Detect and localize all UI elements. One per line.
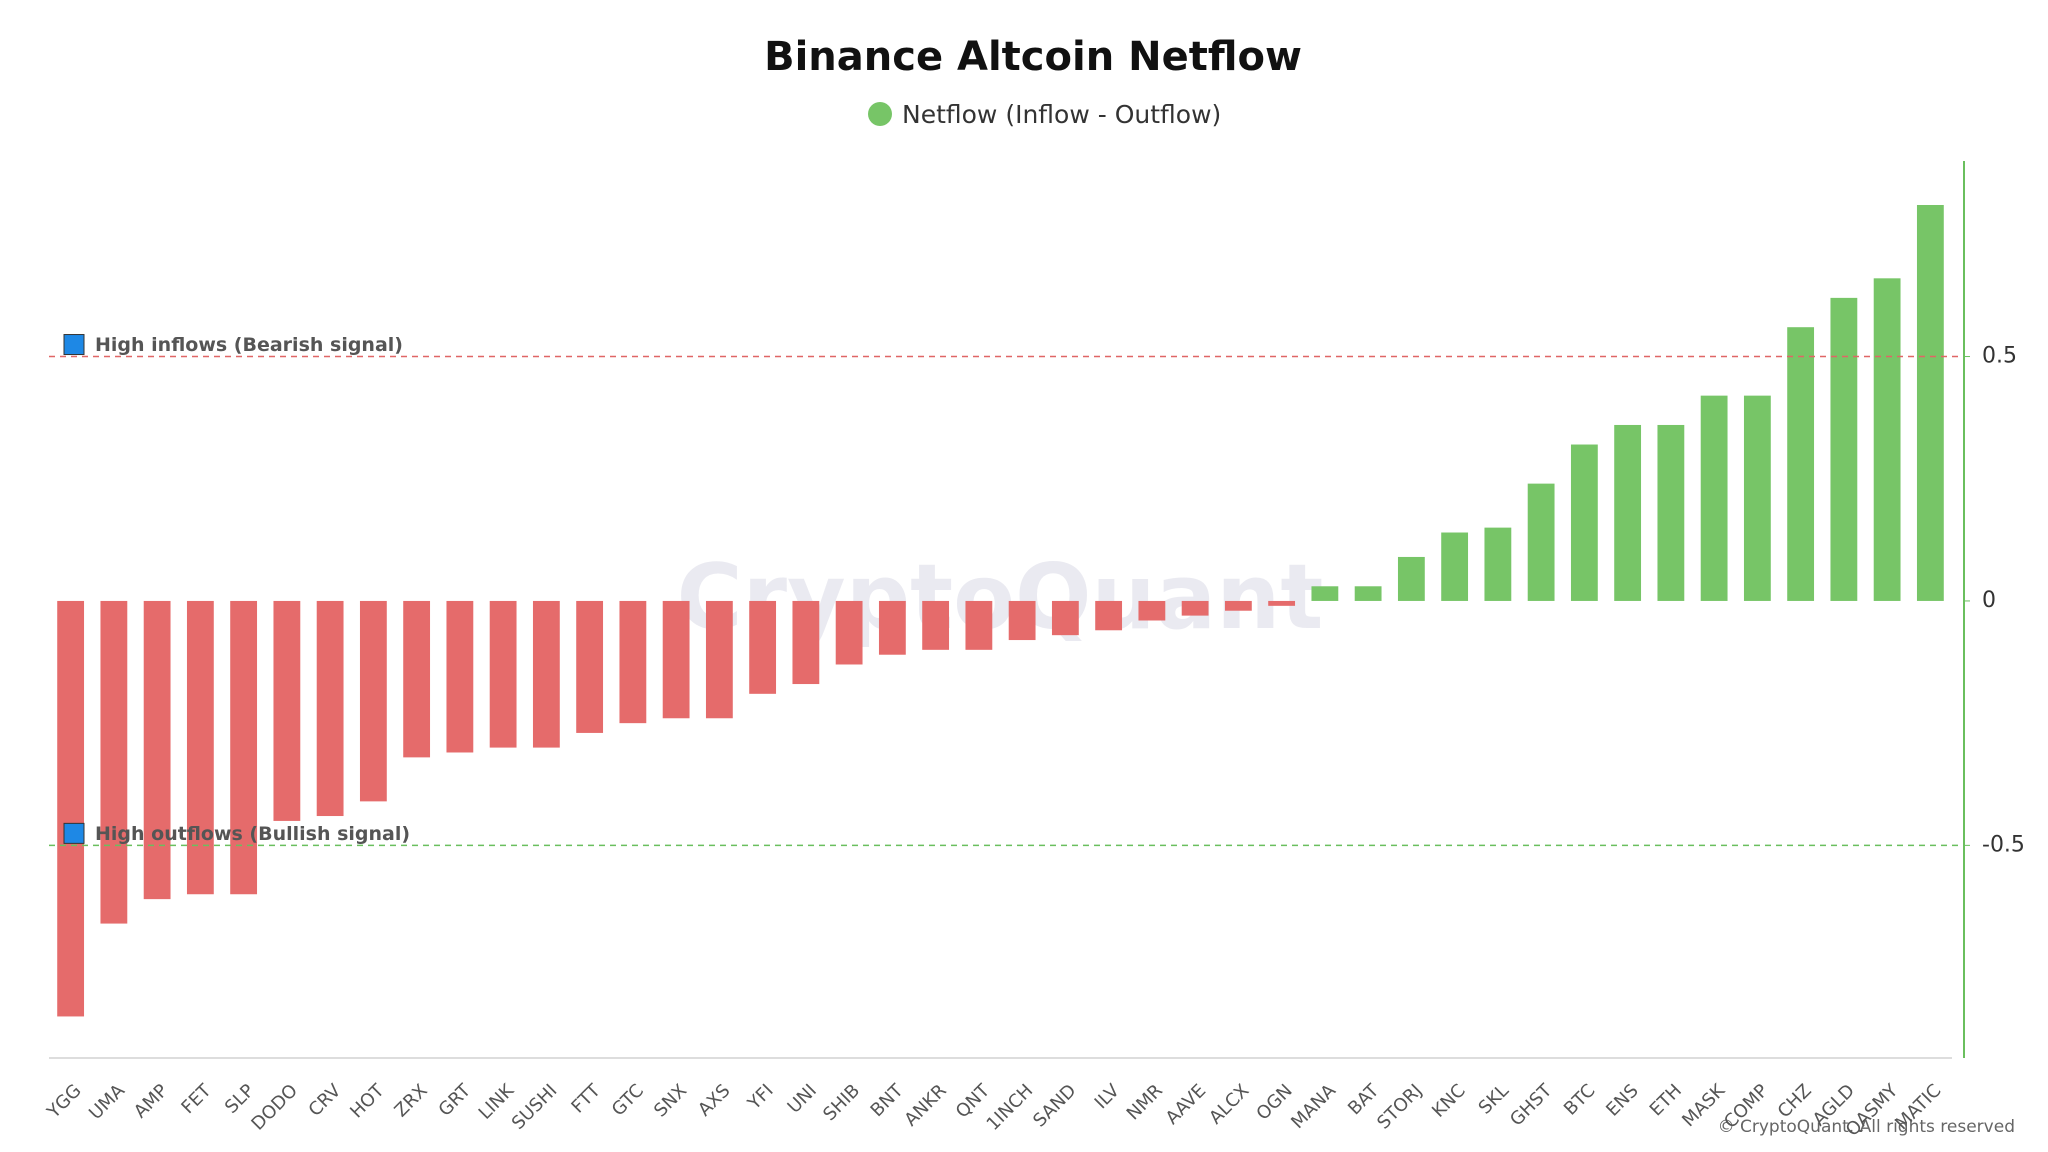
bar <box>1830 297 1858 601</box>
bar <box>143 600 171 900</box>
x-tick-label: ENS <box>1602 1080 1642 1120</box>
bar <box>100 600 128 924</box>
bar <box>1657 424 1685 601</box>
bar <box>446 600 474 753</box>
x-tick-label: YGG <box>43 1080 86 1123</box>
bar <box>1224 600 1252 611</box>
x-tick-label: SHIB <box>819 1080 864 1125</box>
bar <box>1873 278 1901 601</box>
x-tick-label: CRV <box>305 1080 346 1121</box>
watermark: CryptoQuant <box>677 545 1324 650</box>
bar <box>1484 527 1512 601</box>
bar <box>619 600 647 724</box>
y-tick-label: -0.5 <box>1982 832 2025 857</box>
bar <box>532 600 560 748</box>
x-tick-label: ILV <box>1091 1080 1124 1113</box>
bar <box>965 600 993 650</box>
footer: © CryptoQuant. All rights reserved <box>1718 1117 2015 1137</box>
x-tick-label: SNX <box>650 1080 691 1121</box>
x-tick-label: AAVE <box>1162 1080 1211 1129</box>
x-tick-label: SAND <box>1029 1080 1080 1131</box>
x-tick-label: ZRX <box>391 1080 432 1121</box>
x-tick-label: UNI <box>784 1080 821 1117</box>
annotation-icon <box>63 822 85 844</box>
bar <box>705 600 733 719</box>
bar <box>878 600 906 655</box>
x-tick-label: DODO <box>247 1080 301 1134</box>
bar <box>1916 204 1944 601</box>
bar <box>359 600 387 802</box>
bar <box>489 600 517 748</box>
bar <box>1441 532 1469 601</box>
bar <box>1700 395 1728 601</box>
x-tick-label: BTC <box>1560 1080 1599 1119</box>
x-tick-label: GHST <box>1506 1080 1557 1131</box>
bar <box>1008 600 1036 641</box>
legend-label: Netflow (Inflow - Outflow) <box>902 100 1221 129</box>
x-tick-label: HOT <box>346 1080 389 1123</box>
x-tick-label: ANKR <box>900 1080 950 1130</box>
x-tick-label: KNC <box>1428 1080 1470 1122</box>
x-tick-label: GTC <box>608 1080 648 1120</box>
bar <box>922 600 950 650</box>
x-tick-label: FET <box>177 1080 216 1119</box>
x-tick-label: MANA <box>1287 1080 1340 1133</box>
bar <box>1787 327 1815 601</box>
bar <box>1268 600 1296 606</box>
bar <box>1311 586 1339 601</box>
legend-swatch <box>868 102 892 126</box>
x-tick-label: STORJ <box>1373 1080 1426 1133</box>
bar <box>835 600 863 665</box>
annotation-label: High outflows (Bullish signal) <box>95 823 410 845</box>
bar <box>230 600 258 895</box>
x-tick-label: SUSHI <box>508 1080 562 1134</box>
x-tick-label: GRT <box>435 1080 476 1121</box>
bar <box>1181 600 1209 616</box>
chart-title: Binance Altcoin Netflow <box>764 34 1302 80</box>
annotation-label: High inflows (Bearish signal) <box>95 334 403 356</box>
y-tick-label: 0.5 <box>1982 344 2017 369</box>
bar <box>792 600 820 685</box>
y-tick-label: 0 <box>1982 588 1996 613</box>
bar <box>57 600 85 1017</box>
bar <box>1051 600 1079 636</box>
bar <box>1397 556 1425 601</box>
x-tick-label: SKL <box>1475 1080 1513 1118</box>
bar <box>1743 395 1771 601</box>
bar <box>1570 444 1598 601</box>
x-tick-label: YFI <box>743 1080 777 1114</box>
x-tick-label: AMP <box>130 1080 172 1122</box>
x-tick-label: ALCX <box>1205 1080 1253 1128</box>
x-tick-label: UMA <box>85 1080 129 1124</box>
x-tick-label: AXS <box>694 1080 734 1120</box>
bar <box>662 600 690 719</box>
bar <box>273 600 301 821</box>
bar <box>1354 586 1382 601</box>
bar <box>576 600 604 733</box>
bar <box>1138 600 1166 621</box>
bar <box>403 600 431 758</box>
bar <box>1095 600 1123 631</box>
bar <box>316 600 344 817</box>
bar <box>186 600 214 895</box>
x-tick-label: 1INCH <box>983 1080 1038 1135</box>
bar <box>749 600 777 694</box>
annotation-icon <box>63 334 85 356</box>
x-tick-label: NMR <box>1123 1080 1167 1124</box>
x-tick-label: FTT <box>567 1080 605 1118</box>
bar <box>1527 483 1555 601</box>
bar <box>1614 424 1642 601</box>
x-tick-label: SLP <box>221 1080 259 1118</box>
